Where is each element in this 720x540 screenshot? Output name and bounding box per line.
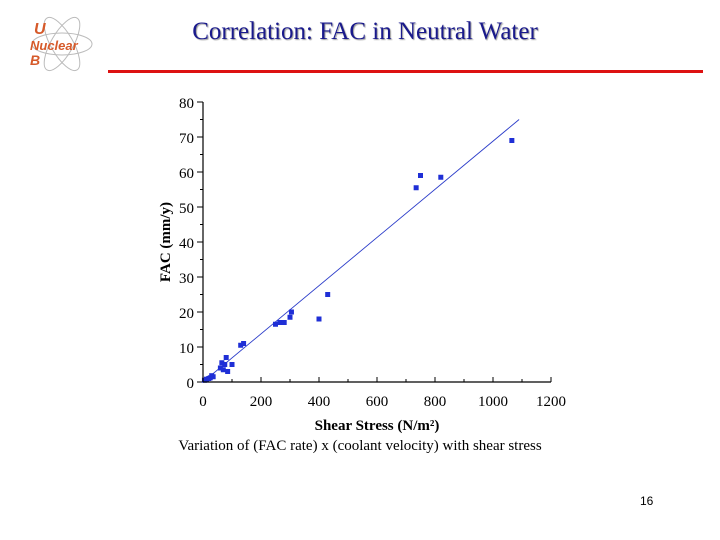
x-axis-title: Shear Stress (N/m²) (315, 418, 440, 434)
y-tick-label: 60 (179, 166, 194, 182)
y-axis-title-text: FAC (mm/y) (158, 202, 174, 282)
data-point (238, 342, 244, 348)
y-tick-label: 0 (187, 376, 195, 392)
y-tick-label: 70 (179, 131, 194, 147)
y-tick-label: 80 (179, 96, 194, 112)
x-tick-label: 1200 (536, 394, 566, 410)
data-point (413, 185, 419, 191)
x-tick-label: 200 (250, 394, 273, 410)
data-point (288, 309, 294, 315)
data-points (201, 138, 515, 383)
x-tick-label: 400 (308, 394, 331, 410)
data-point (219, 360, 225, 366)
data-point (281, 320, 287, 325)
y-tick-label: 10 (179, 341, 194, 357)
title-divider (108, 70, 703, 73)
data-point (222, 362, 228, 367)
data-point (277, 320, 283, 325)
logo-letter-b: B (30, 52, 40, 68)
university-logo: U Nuclear B (30, 16, 93, 72)
x-tick-label: 0 (199, 394, 207, 410)
fit-line (202, 119, 520, 383)
y-axis-title: FAC (mm/y) (158, 202, 174, 282)
y-tick-label: 40 (179, 236, 194, 252)
chart-caption: Variation of (FAC rate) x (coolant veloc… (178, 438, 542, 454)
y-tick-label: 30 (179, 271, 194, 287)
data-point (229, 362, 235, 367)
data-point (316, 316, 322, 322)
slide-title: Correlation: FAC in Neutral Water (192, 18, 538, 45)
data-point (217, 365, 223, 371)
data-point (241, 341, 247, 346)
page-number: 16 (640, 494, 654, 508)
scatter-chart: 0 200 400 600 800 1000 1200 0 10 20 30 40 50 60 70 80 S… (158, 96, 566, 434)
x-tick-label: 800 (424, 394, 447, 410)
y-tick-label: 20 (179, 306, 194, 322)
fit-line-layer (202, 119, 520, 383)
data-point (287, 314, 293, 320)
logo-letter-u: U (34, 21, 46, 38)
data-point (509, 138, 515, 143)
data-point (273, 321, 278, 327)
data-point (210, 374, 216, 380)
logo-word-nuclear: Nuclear (30, 38, 79, 53)
x-tick-label: 1000 (478, 394, 508, 410)
atom-orbit (31, 32, 93, 56)
data-point (220, 367, 226, 373)
axis-ticks: 0 200 400 600 800 1000 1200 0 10 20 30 40 50 60 70 80 (179, 96, 566, 410)
data-point (225, 369, 231, 374)
atom-orbit (43, 16, 81, 72)
data-point (325, 292, 331, 297)
x-tick-label: 600 (366, 394, 389, 410)
data-point (418, 173, 423, 178)
atom-orbit (43, 16, 81, 72)
y-tick-label: 50 (179, 201, 194, 217)
data-point (438, 174, 444, 180)
data-point (223, 355, 229, 360)
